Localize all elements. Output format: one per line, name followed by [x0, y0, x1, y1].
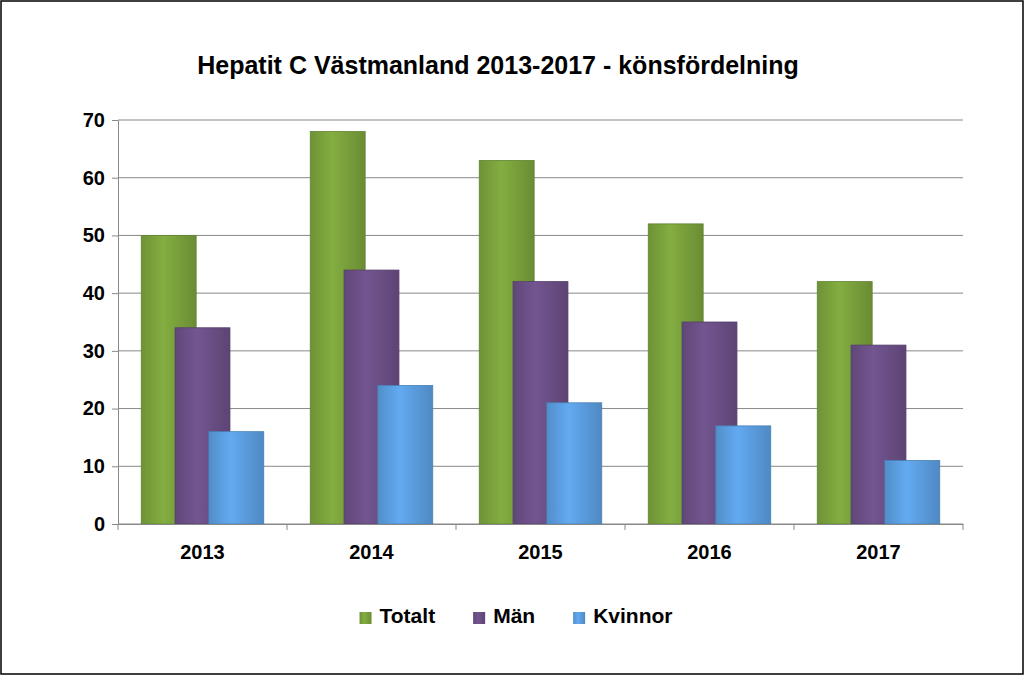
legend-item: Kvinnor — [573, 604, 672, 627]
x-axis-line — [119, 524, 964, 525]
legend-label: Kvinnor — [593, 604, 672, 627]
plot: 0 10 20 30 40 50 60 70 2013 2014 2015 2016 2017 — [83, 109, 964, 563]
x-separator — [794, 524, 795, 530]
title: Hepatit C Västmanland 2013-2017 - könsfö… — [197, 51, 799, 79]
x-tick-label: 2016 — [687, 541, 732, 563]
legend-item: Totalt — [360, 604, 436, 627]
y-tick-label: 10 — [83, 455, 105, 477]
x-separator — [118, 524, 119, 530]
frame — [1, 1, 1023, 674]
x-tick: 2014 — [349, 524, 394, 563]
x-tick-label: 2015 — [518, 541, 563, 563]
y-tick: 20 — [83, 397, 118, 419]
legend-swatch — [573, 612, 585, 624]
chart: Hepatit C Västmanland 2013-2017 - könsfö… — [0, 0, 1024, 675]
y-tick: 60 — [83, 167, 118, 189]
x-tick-label: 2013 — [180, 541, 225, 563]
y-tick-mark — [112, 235, 118, 236]
y-tick: 0 — [94, 513, 118, 535]
y-tick-mark — [112, 293, 118, 294]
x-separator — [456, 524, 457, 530]
legend: Totalt Män Kvinnor — [360, 604, 673, 627]
y-tick-label: 0 — [94, 513, 105, 535]
y-tick-label: 50 — [83, 224, 105, 246]
grid — [118, 120, 963, 524]
bar — [885, 461, 940, 524]
x-separator — [625, 524, 626, 530]
y-tick-label: 30 — [83, 340, 105, 362]
legend-label: Män — [493, 604, 535, 627]
y-tick-mark — [112, 524, 118, 525]
legend-swatch — [473, 612, 485, 624]
y-tick-label: 20 — [83, 397, 105, 419]
y-tick: 40 — [83, 282, 118, 304]
y-tick: 50 — [83, 224, 118, 246]
x-separator — [287, 524, 288, 530]
x-axis: 2013 2014 2015 2016 2017 — [118, 524, 964, 563]
y-tick-mark — [112, 466, 118, 467]
y-tick-mark — [112, 409, 118, 410]
x-tick: 2015 — [518, 524, 563, 563]
bar — [716, 426, 771, 524]
legend-item: Män — [473, 604, 535, 627]
y-axis: 0 10 20 30 40 50 60 70 — [83, 109, 119, 535]
grid-line — [118, 177, 963, 178]
y-tick-mark — [112, 178, 118, 179]
legend-label: Totalt — [380, 604, 436, 627]
legend-swatch — [360, 612, 372, 624]
y-tick-label: 60 — [83, 167, 105, 189]
y-tick-mark — [112, 120, 118, 121]
x-tick-label: 2017 — [856, 541, 901, 563]
y-axis-line — [118, 121, 119, 525]
x-separator — [963, 524, 964, 530]
x-tick: 2013 — [180, 524, 225, 563]
y-tick: 30 — [83, 340, 118, 362]
y-tick: 10 — [83, 455, 118, 477]
grid-line — [118, 235, 963, 236]
x-tick: 2016 — [687, 524, 732, 563]
y-tick: 70 — [83, 109, 118, 131]
grid-line — [118, 120, 963, 121]
bar — [378, 385, 433, 524]
y-tick-label: 40 — [83, 282, 105, 304]
x-tick-label: 2014 — [349, 541, 394, 563]
y-tick-mark — [112, 351, 118, 352]
bar — [209, 432, 264, 524]
y-tick-label: 70 — [83, 109, 105, 131]
x-tick: 2017 — [856, 524, 901, 563]
bars — [141, 132, 940, 524]
bar — [547, 403, 602, 524]
